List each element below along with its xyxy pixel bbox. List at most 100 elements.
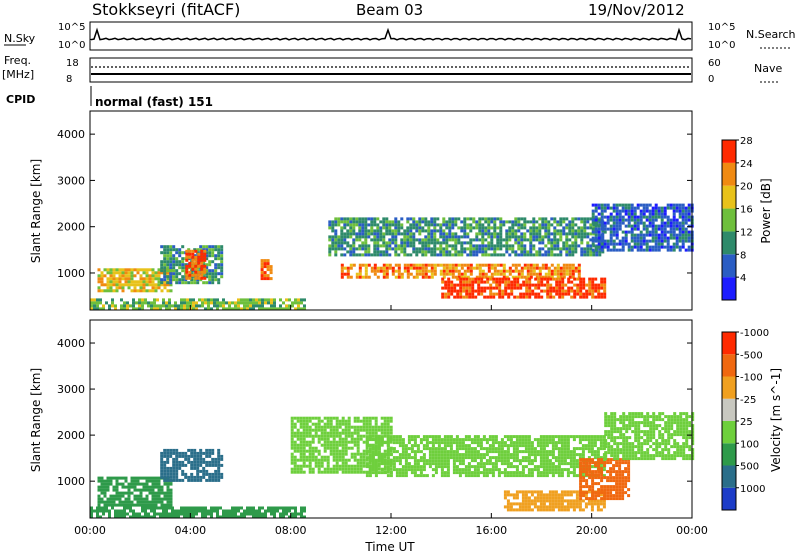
power-cell [547,232,550,235]
velocity-cell [501,441,504,444]
power-cell [486,278,489,281]
power-cell [652,207,655,210]
power-cell [527,267,530,270]
velocity-cell [576,505,579,508]
power-cell [591,290,594,293]
velocity-cell [366,444,369,447]
velocity-cell [522,502,525,505]
velocity-cell [459,459,462,462]
power-cell [358,220,361,223]
velocity-cell [486,453,489,456]
velocity-cell [477,462,480,465]
power-cell [628,231,631,234]
velocity-cell [149,480,152,483]
power-cell [481,235,484,238]
power-cell [303,304,306,307]
power-cell [466,247,469,250]
power-cell [388,223,391,226]
power-cell [421,253,424,256]
velocity-cell [546,435,549,438]
power-cell [475,220,478,223]
velocity-cell [104,483,107,486]
power-cell [403,244,406,247]
power-cell [447,296,450,299]
power-cell [376,217,379,220]
power-cell [328,250,331,253]
power-cell [376,235,379,238]
velocity-cell [474,456,477,459]
power-cell [181,251,184,254]
power-cell [412,244,415,247]
power-cell [406,244,409,247]
power-cell [140,283,143,286]
velocity-cell [640,457,643,460]
power-cell [562,247,565,250]
velocity-cell [604,454,607,457]
velocity-cell [534,505,537,508]
power-cell [670,225,673,228]
velocity-cell [492,456,495,459]
power-cell [559,235,562,238]
power-cell [421,217,424,220]
velocity-cell [537,493,540,496]
power-cell [164,286,167,289]
velocity-cell [510,435,513,438]
velocity-cell [363,441,366,444]
power-cell [444,296,447,299]
velocity-cell [315,459,318,462]
power-cell [517,238,520,241]
velocity-cell [528,438,531,441]
velocity-cell [119,483,122,486]
velocity-cell [628,418,631,421]
power-cell [493,253,496,256]
power-cell [334,232,337,235]
power-cell [424,229,427,232]
velocity-cell [462,459,465,462]
velocity-cell [513,435,516,438]
velocity-cell [116,495,119,498]
power-cell [492,296,495,299]
velocity-cell [291,435,294,438]
velocity-cell [294,432,297,435]
velocity-cell [101,480,104,483]
power-cell [222,304,225,307]
power-cell [362,276,365,279]
velocity-cell [546,468,549,471]
power-cell [616,204,619,207]
velocity-cell [489,456,492,459]
velocity-cell [196,473,199,476]
velocity-cell [610,436,613,439]
power-cell [592,216,595,219]
power-cell [125,283,128,286]
power-cell [489,296,492,299]
power-cell [198,304,201,307]
power-cell [640,204,643,207]
power-cell [628,210,631,213]
velocity-cell [573,456,576,459]
velocity-cell [624,491,627,494]
velocity-cell [600,467,603,470]
velocity-cell [622,418,625,421]
power-cell [211,281,214,284]
power-cell [105,301,108,304]
velocity-cell [558,450,561,453]
power-cell [536,267,539,270]
power-cell [676,219,679,222]
power-cell [382,238,385,241]
power-cell [187,281,190,284]
velocity-cell [345,465,348,468]
velocity-cell [297,447,300,450]
velocity-cell [573,465,576,468]
velocity-cell [561,474,564,477]
power-cell [568,250,571,253]
velocity-cell [558,456,561,459]
power-cell [252,298,255,301]
power-cell [664,237,667,240]
velocity-cell [324,471,327,474]
power-cell [172,275,175,278]
power-cell [643,225,646,228]
power-cell [220,248,223,251]
power-cell [358,235,361,238]
power-cell [217,266,220,269]
power-cell [597,287,600,290]
